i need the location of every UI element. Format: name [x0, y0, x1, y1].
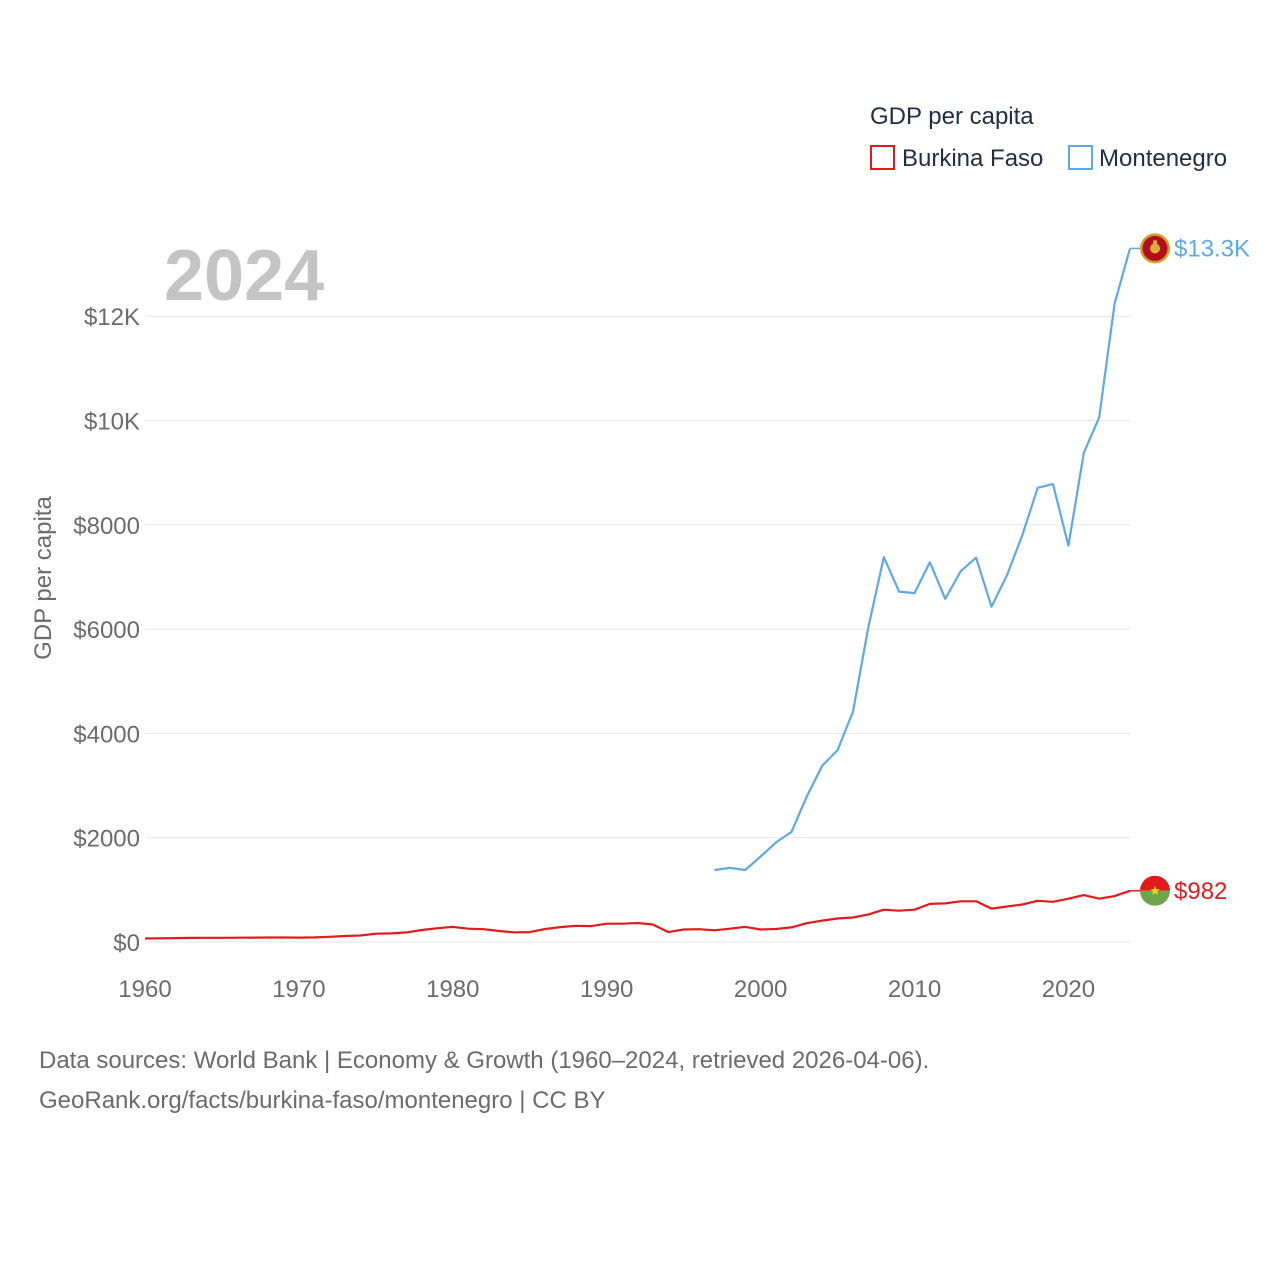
y-tick-label: $12K [84, 304, 140, 331]
legend-swatch-montenegro[interactable] [1068, 145, 1093, 170]
x-tick-label: 1970 [272, 976, 325, 1003]
y-tick-label: $2000 [73, 826, 140, 853]
x-tick-label: 1960 [118, 976, 171, 1003]
footer-source: Data sources: World Bank | Economy & Gro… [39, 1047, 929, 1074]
end-value-label: $982 [1174, 878, 1227, 905]
series-group [144, 248, 1132, 940]
year-label: 2024 [164, 236, 324, 316]
y-tick-label: $4000 [73, 721, 140, 748]
x-tick-label: 2020 [1042, 976, 1095, 1003]
y-tick-label: $8000 [73, 513, 140, 540]
series-line-montenegro[interactable] [714, 248, 1132, 872]
x-tick-label: 2000 [734, 976, 787, 1003]
y-tick-label: $10K [84, 409, 140, 436]
burkina-faso-flag-icon [1140, 875, 1170, 906]
legend-label-montenegro[interactable]: Montenegro [1099, 145, 1227, 172]
x-tick-label: 2010 [888, 976, 941, 1003]
y-tick-label: $0 [113, 930, 140, 957]
series-line-burkina-faso[interactable] [144, 889, 1131, 940]
y-axis: $0 $2000 $4000 $6000 $8000 $10K $12K [73, 304, 140, 957]
x-tick-label: 1980 [426, 976, 479, 1003]
y-axis-label: GDP per capita [30, 496, 57, 660]
legend-swatch-burkina-faso[interactable] [870, 145, 895, 170]
montenegro-flag-icon [1140, 233, 1170, 264]
grid [145, 315, 1130, 943]
end-markers: $982 $13.3K [1130, 233, 1250, 906]
legend-title: GDP per capita [870, 103, 1034, 130]
end-value-label: $13.3K [1174, 235, 1250, 262]
y-tick-label: $6000 [73, 617, 140, 644]
footer-attribution[interactable]: GeoRank.org/facts/burkina-faso/montenegr… [39, 1087, 606, 1114]
x-tick-label: 1990 [580, 976, 633, 1003]
x-axis: 1960 1970 1980 1990 2000 2010 2020 [118, 976, 1095, 1003]
legend-label-burkina-faso[interactable]: Burkina Faso [902, 145, 1043, 172]
